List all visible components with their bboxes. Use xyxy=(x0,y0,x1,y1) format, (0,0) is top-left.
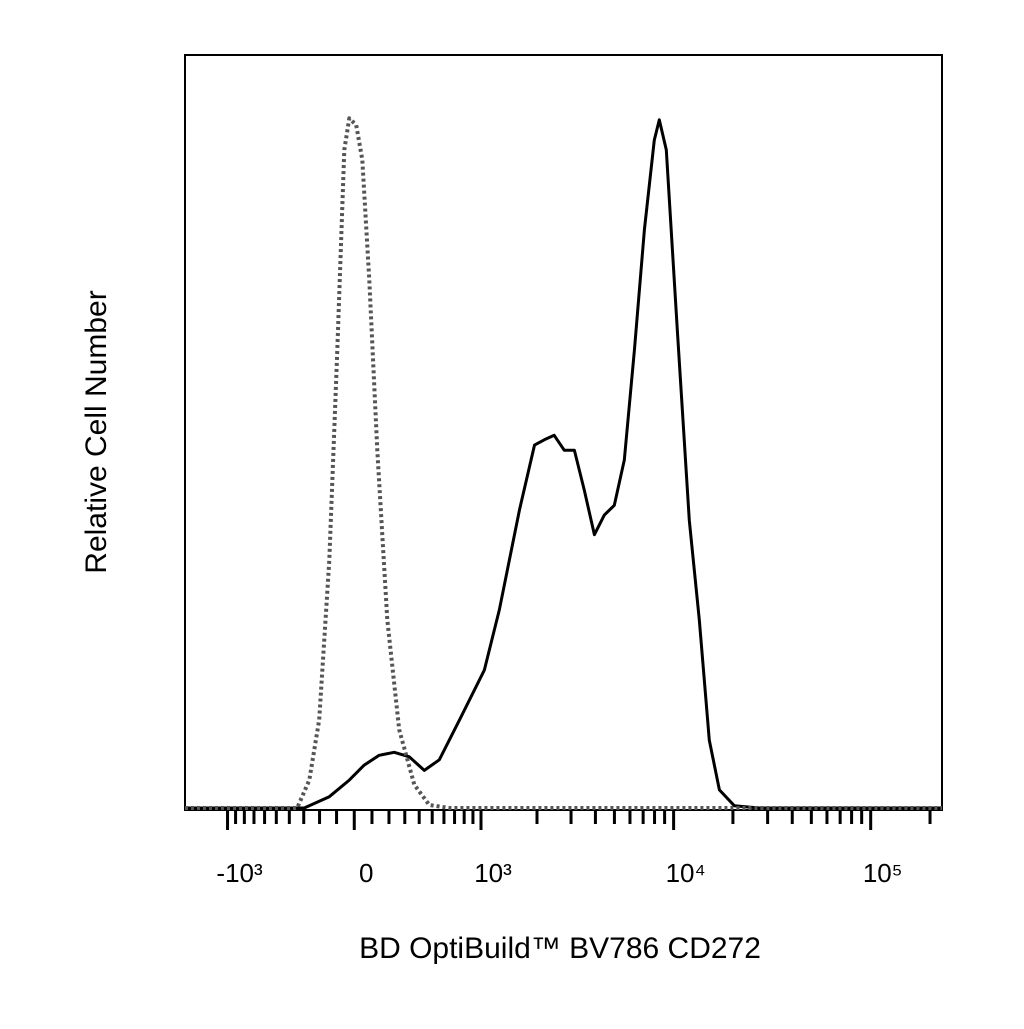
plot-frame xyxy=(184,54,943,811)
x-tick-label: 0 xyxy=(359,858,373,888)
series-line xyxy=(185,116,942,810)
x-tick-label: 10³ xyxy=(474,858,512,888)
x-tick-label: -10³ xyxy=(216,858,263,888)
series-line xyxy=(185,118,942,810)
x-tick-label: 10⁴ xyxy=(666,858,706,888)
x-tick-label: 10⁵ xyxy=(863,858,903,888)
x-axis-label: BD OptiBuild™ BV786 CD272 xyxy=(359,932,761,965)
y-axis-label: Relative Cell Number xyxy=(80,290,113,573)
